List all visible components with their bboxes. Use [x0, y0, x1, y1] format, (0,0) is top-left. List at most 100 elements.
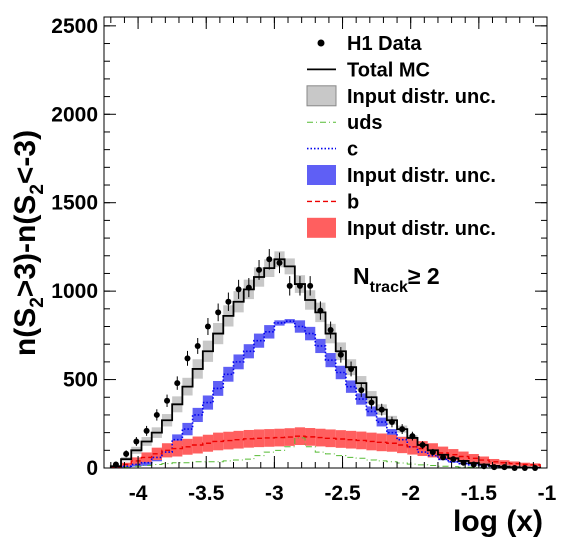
x-tick-label: -1.5 [461, 482, 498, 505]
uds-histogram [110, 437, 541, 469]
data-point [317, 307, 324, 314]
data-point [194, 342, 201, 349]
data-point [164, 397, 171, 404]
data-point [409, 433, 416, 440]
c-unc-bin [325, 353, 336, 368]
data-point [337, 351, 344, 358]
data-point [215, 309, 222, 316]
data-point [429, 449, 436, 456]
x-tick-label: -1 [538, 482, 557, 505]
y-axis-ticks: 0 500 1000 1500 2000 2500 [51, 15, 547, 480]
y-tick-label: 2500 [51, 15, 98, 38]
data-point [266, 256, 273, 263]
legend-label: c [347, 139, 358, 161]
data-point [388, 419, 395, 426]
x-tick-label: -4 [129, 482, 148, 505]
legend-marker-data [317, 39, 325, 47]
c-unc-bin [356, 393, 367, 405]
track-annotation: Ntrack≥ 2 [353, 263, 440, 296]
data-point [419, 442, 426, 449]
data-point [235, 286, 242, 293]
y-tick-label: 500 [63, 369, 98, 392]
annotation-rest: ≥ 2 [408, 263, 440, 289]
data-point [184, 355, 191, 362]
data-point [256, 266, 263, 273]
y-tick-label: 0 [86, 457, 98, 480]
c-unc-bin [233, 354, 244, 370]
b-unc-bin [141, 452, 152, 463]
data-point [133, 438, 140, 445]
data-point [358, 387, 365, 394]
data-point [276, 259, 283, 266]
mc-histograms [109, 258, 542, 469]
data-point [123, 450, 130, 457]
c-unc-bin [202, 395, 214, 410]
data-point [307, 282, 314, 289]
legend-label: b [347, 191, 359, 213]
b-unc-bin [274, 428, 285, 447]
c-unc-bin [274, 320, 285, 326]
data-point [143, 427, 150, 434]
b-unc-bin [172, 440, 183, 457]
c-unc-bin [315, 338, 326, 354]
legend-box-b-unc [307, 217, 336, 238]
legend-label: Total MC [347, 59, 430, 81]
c-histogram [110, 320, 541, 469]
b-unc-bin [243, 429, 254, 448]
b-unc-bin [509, 461, 520, 466]
y-tick-label: 1500 [51, 192, 98, 215]
data-point [245, 284, 252, 291]
c-unc-bin [294, 320, 306, 333]
legend-box-total-unc [306, 85, 337, 107]
data-point [378, 406, 385, 413]
b-unc-bin [356, 431, 367, 450]
x-tick-label: -2.5 [324, 482, 361, 505]
x-tick-label: -3 [265, 482, 284, 505]
legend-label: Input distr. unc. [347, 86, 496, 108]
legend-box-c-unc [307, 165, 336, 185]
total-mc-histogram [109, 258, 542, 469]
data-point [174, 380, 181, 387]
legend-label: uds [347, 112, 383, 134]
c-unc-bin [305, 326, 316, 341]
legend-label: H1 Data [347, 33, 422, 55]
data-point [225, 298, 232, 305]
y-tick-label: 1000 [51, 280, 98, 303]
y-axis-title-part: n(S [9, 308, 42, 356]
data-point [470, 461, 477, 468]
data-point [450, 456, 457, 463]
data-point [327, 327, 334, 334]
legend: H1 Data Total MC Input distr. unc. uds c Inpu… [306, 33, 496, 240]
b-unc-bin [325, 429, 336, 448]
annotation-subscript: track [370, 279, 408, 296]
c-unc-bin [243, 344, 254, 359]
annotation-main: N [353, 263, 370, 289]
x-axis-title: log (x) [453, 505, 543, 538]
data-point [153, 411, 160, 418]
y-tick-label: 2000 [51, 103, 98, 126]
data-point [296, 282, 303, 289]
y-axis-title-subscript: 2 [27, 184, 48, 195]
b-unc-bin [192, 436, 203, 454]
y-axis-title-part: >3)-n(S [9, 195, 42, 298]
x-tick-label: -2 [401, 482, 420, 505]
c-unc-bin [253, 333, 265, 348]
data-point [112, 461, 119, 468]
b-unc-bin [213, 432, 224, 451]
b-histogram [110, 435, 541, 468]
data-points [112, 249, 539, 471]
c-unc-bin [141, 459, 152, 466]
b-unc-bin [305, 428, 316, 446]
data-point [399, 426, 406, 433]
x-tick-label: -3.5 [188, 482, 225, 505]
data-point [368, 399, 375, 406]
x-axis-ticks: -4 -3.5 -3 -2.5 -2 -1.5 -1 [110, 17, 557, 505]
legend-label: Input distr. unc. [347, 165, 496, 187]
data-point [286, 282, 293, 289]
c-unc-bin [192, 407, 203, 423]
y-axis-title: n(S2>3)-n(S2<-3) [9, 130, 48, 356]
data-point [204, 323, 211, 330]
plot-frame [103, 16, 548, 469]
y-axis-title-subscript: 2 [27, 297, 48, 308]
